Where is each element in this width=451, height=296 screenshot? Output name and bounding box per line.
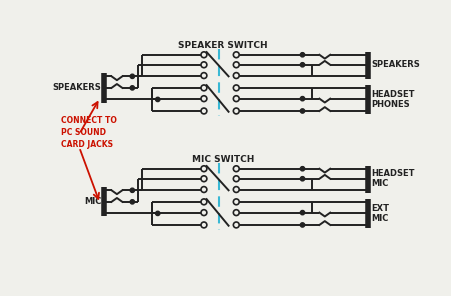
Text: SPEAKERS: SPEAKERS [370, 60, 419, 69]
Circle shape [201, 186, 207, 192]
Circle shape [299, 63, 304, 67]
Circle shape [299, 109, 304, 113]
Circle shape [233, 186, 239, 192]
Circle shape [299, 53, 304, 57]
Circle shape [233, 176, 239, 182]
Circle shape [299, 167, 304, 171]
Circle shape [201, 210, 207, 215]
Text: MIC: MIC [84, 197, 101, 206]
Circle shape [201, 62, 207, 68]
Circle shape [233, 108, 239, 114]
Circle shape [233, 166, 239, 172]
Circle shape [130, 74, 134, 78]
Circle shape [299, 96, 304, 101]
Circle shape [233, 62, 239, 68]
Circle shape [201, 222, 207, 228]
Text: HEADSET
MIC: HEADSET MIC [370, 169, 414, 189]
Circle shape [233, 52, 239, 58]
Circle shape [130, 188, 134, 192]
Circle shape [233, 85, 239, 91]
Circle shape [233, 222, 239, 228]
Circle shape [201, 176, 207, 182]
Circle shape [130, 200, 134, 204]
Circle shape [201, 166, 207, 172]
Text: MIC SWITCH: MIC SWITCH [192, 155, 254, 164]
Circle shape [201, 52, 207, 58]
Circle shape [233, 199, 239, 205]
Circle shape [201, 85, 207, 91]
Circle shape [299, 210, 304, 215]
Circle shape [233, 73, 239, 78]
Circle shape [233, 210, 239, 215]
Circle shape [155, 211, 160, 215]
Circle shape [201, 96, 207, 102]
Circle shape [299, 223, 304, 227]
Circle shape [233, 96, 239, 102]
Circle shape [201, 108, 207, 114]
Circle shape [130, 86, 134, 90]
Text: SPEAKERS: SPEAKERS [53, 83, 101, 92]
Text: SPEAKER SWITCH: SPEAKER SWITCH [178, 41, 267, 50]
Circle shape [201, 73, 207, 78]
Text: EXT
MIC: EXT MIC [370, 204, 388, 223]
Circle shape [201, 199, 207, 205]
Circle shape [155, 97, 160, 102]
Text: HEADSET
PHONES: HEADSET PHONES [370, 90, 414, 109]
Circle shape [299, 177, 304, 181]
Text: CONNECT TO
PC SOUND
CARD JACKS: CONNECT TO PC SOUND CARD JACKS [61, 116, 117, 149]
